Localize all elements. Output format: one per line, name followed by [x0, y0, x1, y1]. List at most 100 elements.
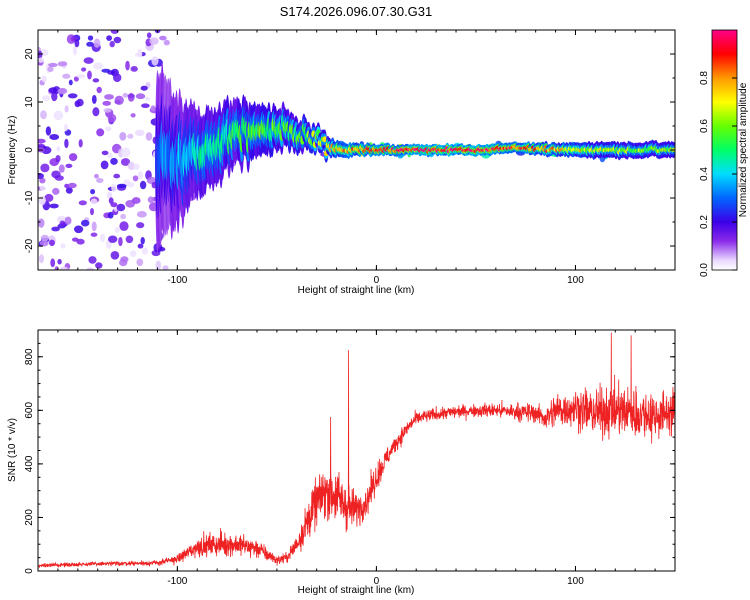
spectrogram-ridge-cell: [322, 136, 327, 143]
spectrogram-cell: [151, 181, 157, 189]
spectrogram-cell: [76, 98, 84, 107]
spectrogram-cell: [86, 41, 94, 47]
spectrogram-cell: [68, 153, 78, 162]
spectrogram-cell: [104, 94, 114, 100]
spectrogram-cell: [145, 132, 153, 141]
spectrogram-cell: [127, 161, 135, 171]
spectrogram-cell: [68, 79, 73, 86]
spectrogram-cell: [101, 68, 111, 73]
spectrogram-cell: [113, 173, 121, 179]
spectrogram-cell: [48, 87, 58, 94]
spectrogram-cell: [90, 232, 98, 237]
y-tick-label: 0: [24, 147, 35, 153]
spectrogram-cell: [83, 57, 94, 64]
spectrogram-cell: [95, 262, 103, 269]
spectrogram-cell: [136, 258, 144, 267]
spectrogram-cell: [106, 35, 112, 41]
spectrogram-cell: [53, 110, 64, 121]
spectrogram-cell: [49, 134, 60, 140]
spectrogram-cell: [57, 258, 62, 265]
spectrogram-cell: [78, 139, 83, 148]
x-tick-label: -100: [167, 275, 187, 286]
spectrogram-cell: [114, 227, 121, 233]
x-tick-label: -100: [167, 576, 187, 587]
spectrogram-cell: [81, 67, 87, 72]
x-tick-label: 100: [567, 576, 584, 587]
spectrogram-cell: [118, 236, 123, 247]
spectrogram-cell: [136, 211, 147, 218]
spectrogram-cell: [74, 39, 80, 48]
spectrogram-cell: [76, 74, 86, 79]
spectrogram-cell: [102, 100, 111, 106]
x-tick-label: 0: [374, 275, 380, 286]
snr-x-label: Height of straight line (km): [298, 585, 415, 596]
spectrogram-cell: [127, 92, 135, 102]
spectrogram-cell: [107, 152, 113, 159]
spectrogram-cell: [107, 192, 113, 200]
spectrogram-cell: [113, 36, 122, 44]
spectrogram-cell: [93, 38, 101, 48]
spectrogram-cell: [150, 105, 156, 112]
spectrogram-cell: [119, 132, 127, 141]
spectrogram-cell: [76, 238, 85, 245]
spectrogram-cell: [86, 267, 94, 270]
spectrogram-cell: [111, 183, 117, 193]
spectrogram-cell: [44, 193, 54, 202]
spectrogram-cell: [90, 189, 96, 195]
spectrogram-cell: [38, 138, 46, 144]
spectrogram-cell: [137, 171, 144, 180]
spectrogram-cell: [67, 93, 78, 99]
spectrogram-cell: [114, 95, 124, 106]
spectrogram-cell: [108, 197, 114, 204]
spectrogram-cell: [45, 126, 52, 136]
spectrogram-cell: [48, 62, 58, 68]
spectrogram-cell: [107, 211, 114, 219]
spectrogram-cell: [55, 155, 61, 163]
spectrogram-cell: [40, 234, 49, 242]
spectrogram-cell: [110, 157, 118, 165]
spectrogram-cell: [51, 170, 61, 179]
figure-title: S174.2026.096.07.30.G31: [280, 4, 433, 19]
spectrogram-cell: [127, 133, 134, 139]
spectrogram-cell: [149, 37, 159, 45]
spectrogram-cell: [57, 87, 68, 95]
spectrogram-cell: [67, 182, 77, 189]
spectrogram-cell: [65, 187, 73, 194]
spectrogram-heatmap: [38, 30, 675, 270]
spectrogram-cell: [64, 105, 69, 113]
spectrogram-cell: [73, 76, 79, 82]
spectrogram-cell: [39, 185, 46, 191]
spectrogram-cell: [137, 243, 144, 249]
spectrogram-cell: [116, 203, 126, 212]
spectrogram-cell: [52, 187, 60, 195]
colorbar-ticks: 0.0 0.2 0.4 0.6 0.8: [699, 71, 737, 277]
spectrogram-cell: [131, 197, 141, 204]
spectrogram-cell: [130, 113, 136, 118]
spectrogram-cell: [107, 113, 117, 123]
spectrogram-cell: [58, 164, 65, 173]
spectrogram-cell: [92, 107, 100, 117]
y-tick-label: 10: [24, 96, 35, 108]
spectrogram-cell: [91, 221, 97, 232]
spectrogram-cell: [141, 103, 150, 108]
x-tick-label: 100: [567, 275, 584, 286]
spectrogram-cell: [130, 66, 138, 72]
spectrogram-cell: [51, 91, 58, 102]
spectrogram-cell: [94, 173, 99, 179]
spectrogram-cell: [96, 178, 104, 183]
spectrogram-cell: [147, 196, 155, 203]
spectrogram-cell: [103, 108, 112, 113]
spectrogram-cell: [74, 225, 84, 234]
colorbar-tick-label: 0.2: [699, 215, 710, 229]
spectrogram-cell: [38, 195, 46, 206]
spectrogram-cell: [122, 92, 129, 98]
colorbar: 0.0 0.2 0.4 0.6 0.8 Normalized spectral ampl…: [699, 29, 749, 277]
spectrogram-cell: [78, 200, 87, 206]
spectrogram-cell: [81, 219, 90, 227]
colorbar-tick-label: 0.0: [699, 263, 710, 277]
spectrogram-cell: [96, 128, 105, 137]
spectrogram-cell: [39, 239, 49, 247]
spectrogram-cell: [140, 237, 145, 245]
spectrogram-cell: [151, 56, 159, 66]
